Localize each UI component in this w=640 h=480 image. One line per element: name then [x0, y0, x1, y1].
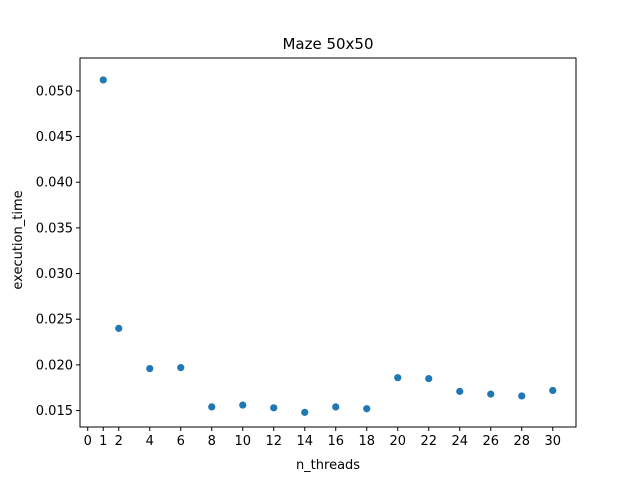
data-point: [270, 404, 278, 412]
data-point: [239, 401, 247, 409]
data-point: [208, 403, 216, 411]
y-tick-label: 0.030: [36, 267, 73, 282]
data-point: [115, 324, 123, 332]
y-axis-label: execution_time: [11, 190, 26, 289]
x-tick-label: 10: [234, 434, 251, 449]
chart-title: Maze 50x50: [282, 35, 373, 53]
data-point: [487, 390, 495, 398]
x-tick-label: 30: [544, 434, 561, 449]
x-tick-label: 16: [327, 434, 344, 449]
data-point: [456, 387, 464, 395]
x-tick-label: 6: [177, 434, 185, 449]
x-tick-label: 28: [513, 434, 530, 449]
data-point: [177, 364, 185, 372]
data-point: [146, 364, 154, 373]
x-tick-label: 14: [296, 434, 313, 449]
x-axis-ticks: 0 1 2 4 6 8 10 12 14 16 18 20 22 24 26 28 30: [84, 427, 561, 449]
data-point: [549, 386, 557, 395]
y-tick-label: 0.045: [36, 130, 73, 145]
x-tick-label: 20: [389, 434, 406, 449]
y-tick-label: 0.035: [36, 221, 73, 236]
data-point: [363, 405, 371, 413]
y-axis-ticks: 0.015 0.020 0.025 0.030 0.035 0.040 0.045 0.050: [36, 84, 80, 419]
x-tick-label: 8: [208, 434, 216, 449]
y-tick-label: 0.015: [36, 404, 73, 419]
data-point: [301, 408, 309, 416]
x-tick-label: 0: [84, 434, 92, 449]
x-tick-label: 1: [99, 434, 107, 449]
x-axis-label: n_threads: [296, 458, 360, 473]
x-tick-label: 4: [146, 434, 154, 449]
x-tick-label: 22: [420, 434, 437, 449]
y-tick-label: 0.020: [36, 358, 73, 373]
axes-frame: [79, 57, 577, 428]
y-tick-label: 0.025: [36, 313, 73, 328]
data-point: [394, 374, 402, 382]
data-point: [518, 392, 526, 400]
data-point: [425, 374, 433, 383]
x-tick-label: 18: [358, 434, 375, 449]
data-points: [99, 76, 557, 416]
x-tick-label: 2: [115, 434, 123, 449]
data-point: [99, 76, 107, 84]
data-point: [332, 403, 340, 411]
x-tick-label: 24: [451, 434, 468, 449]
y-tick-label: 0.050: [36, 84, 73, 99]
y-tick-label: 0.040: [36, 176, 73, 191]
x-tick-label: 12: [265, 434, 282, 449]
x-tick-label: 26: [482, 434, 499, 449]
